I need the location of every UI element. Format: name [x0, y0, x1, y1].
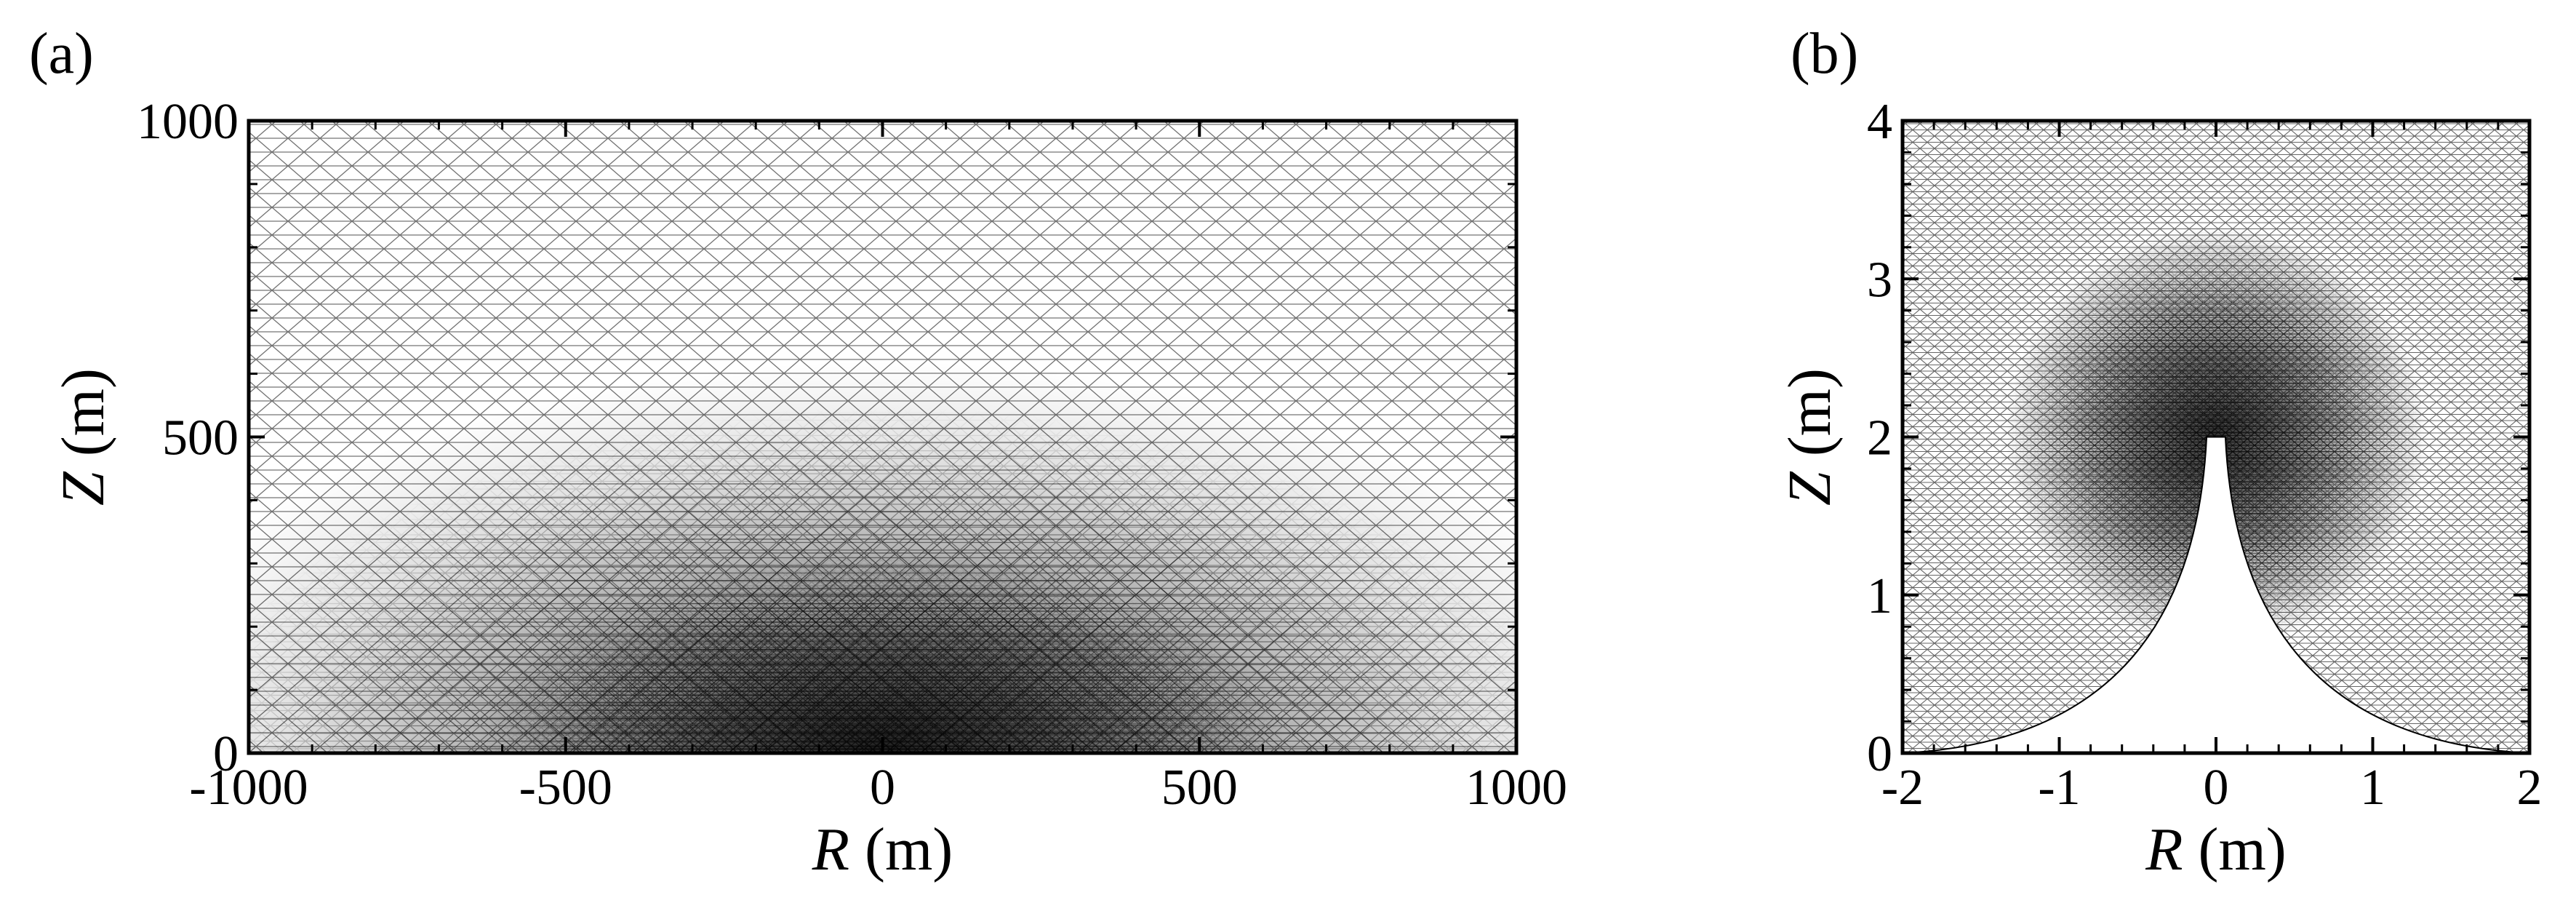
- y-tick-label: 1000: [137, 94, 239, 150]
- x-tick-label: 0: [870, 760, 895, 816]
- panel-b-x-axis: -2 -1 0 1 2: [1881, 121, 2543, 816]
- panel-b-y-axis-label: Z (m): [1776, 368, 1844, 506]
- panel-a-x-axis-variable: R: [812, 816, 849, 883]
- panel-a-y-axis-variable: Z: [49, 471, 117, 506]
- panel-a-mesh: [249, 121, 1516, 753]
- panel-b-x-axis-label: R (m): [2145, 816, 2287, 883]
- panel-a-tag: (a): [29, 22, 94, 86]
- panel-b-y-axis: 0 1 2 3 4: [1867, 94, 2529, 782]
- y-tick-label: 0: [1867, 726, 1892, 782]
- x-tick-label: -1000: [189, 760, 308, 816]
- panel-a: (a) -1000 -500 0 500 1000 0 500 1000 R (m) Z (…: [29, 22, 1567, 883]
- panel-b-y-axis-variable: Z: [1776, 471, 1844, 506]
- x-tick-label: 0: [2204, 760, 2229, 816]
- x-tick-label: 1: [2360, 760, 2385, 816]
- x-tick-label: -2: [1881, 760, 1924, 816]
- y-tick-label: 500: [162, 410, 239, 466]
- y-tick-label: 1: [1867, 568, 1892, 624]
- panel-a-x-axis-label: R (m): [812, 816, 953, 883]
- panel-b-x-axis-unit: (m): [2183, 816, 2287, 883]
- y-tick-label: 4: [1867, 94, 1892, 150]
- y-tick-label: 2: [1867, 410, 1892, 466]
- panel-a-y-axis: 0 500 1000: [137, 94, 1516, 782]
- y-tick-label: 3: [1867, 252, 1892, 308]
- panel-a-y-axis-label: Z (m): [49, 368, 117, 506]
- panel-b-y-axis-unit: (m): [1776, 368, 1844, 472]
- panel-b-cutout-boundary: [1902, 436, 2530, 754]
- panel-b-x-axis-variable: R: [2145, 816, 2183, 883]
- panel-a-y-axis-unit: (m): [49, 368, 117, 472]
- panel-a-x-axis-unit: (m): [849, 816, 953, 883]
- y-tick-label: 0: [213, 726, 239, 782]
- panel-a-x-axis: -1000 -500 0 500 1000: [189, 121, 1567, 816]
- panel-b: (b) -2 -1 0 1 2 0 1 2 3 4 R (m) Z (m): [1776, 22, 2543, 883]
- x-tick-label: 2: [2517, 760, 2543, 816]
- x-tick-label: -500: [519, 760, 612, 816]
- x-tick-label: 500: [1161, 760, 1238, 816]
- x-tick-label: 1000: [1465, 760, 1567, 816]
- panel-b-tag: (b): [1791, 22, 1858, 86]
- x-tick-label: -1: [2038, 760, 2080, 816]
